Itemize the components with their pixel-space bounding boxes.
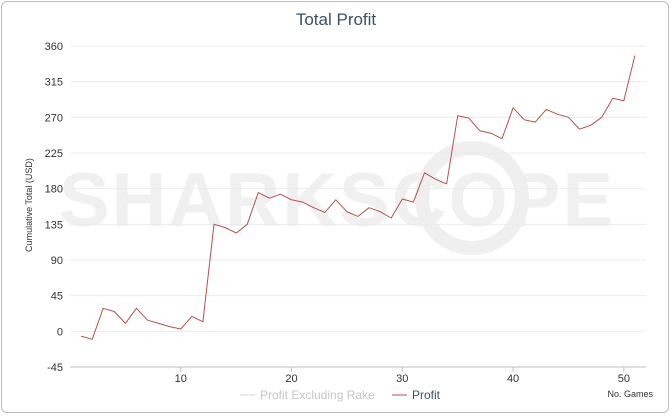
y-tick-label: 360 bbox=[45, 41, 63, 53]
legend-label: Profit Excluding Rake bbox=[260, 388, 375, 402]
y-tick-label: 90 bbox=[51, 255, 63, 267]
x-tick-label: 40 bbox=[507, 373, 519, 385]
y-tick-label: 45 bbox=[51, 291, 63, 303]
y-tick-label: 180 bbox=[45, 184, 63, 196]
y-tick-label: 135 bbox=[45, 219, 63, 231]
series-lines bbox=[80, 55, 636, 340]
y-tick-label: 315 bbox=[45, 77, 63, 89]
y-tick-label: -45 bbox=[47, 362, 63, 374]
watermark-scope-ring bbox=[415, 141, 529, 255]
x-tick-label: 50 bbox=[618, 373, 630, 385]
gridlines bbox=[70, 45, 646, 368]
chart-title: Total Profit bbox=[296, 10, 377, 29]
y-tick-label: 225 bbox=[45, 148, 63, 160]
x-axis-label: No. Games bbox=[607, 389, 653, 399]
x-tick-label: 30 bbox=[396, 373, 408, 385]
legend-item-profit-excluding-rake[interactable]: Profit Excluding Rake bbox=[240, 388, 375, 402]
x-axis-ticks: 10 20 30 40 50 bbox=[175, 367, 630, 385]
y-tick-label: 270 bbox=[45, 112, 63, 124]
x-tick-label: 10 bbox=[175, 373, 187, 385]
legend-label: Profit bbox=[412, 388, 441, 402]
sharkscope-watermark: SHARKSCOPE bbox=[59, 141, 613, 255]
series-line-profit bbox=[80, 55, 636, 340]
y-axis-ticks: -45 0 45 90 135 180 225 270 315 360 bbox=[45, 41, 63, 374]
y-tick-label: 0 bbox=[57, 326, 63, 338]
legend[interactable]: Profit Excluding Rake Profit bbox=[240, 388, 441, 402]
y-axis-label: Cumulative Total (USD) bbox=[24, 158, 34, 252]
legend-item-profit[interactable]: Profit bbox=[392, 388, 441, 402]
x-tick-label: 20 bbox=[285, 373, 297, 385]
